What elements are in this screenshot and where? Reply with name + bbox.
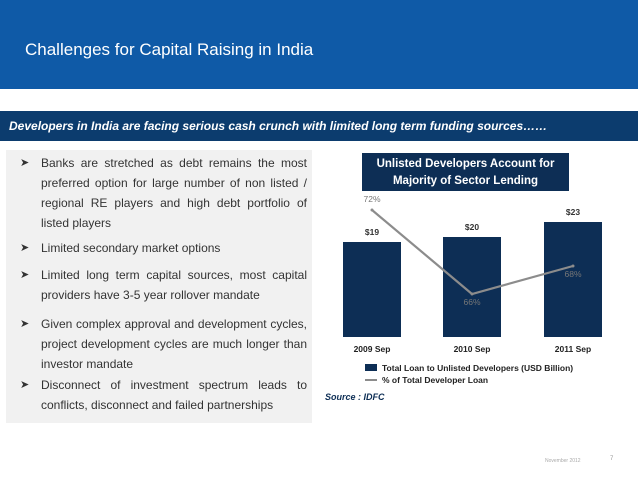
line-point-0 <box>370 208 374 212</box>
bullet-text: Banks are stretched as debt remains the … <box>41 156 307 230</box>
bullet-text: Disconnect of investment spectrum leads … <box>41 378 307 412</box>
legend-label-line: % of Total Developer Loan <box>382 375 488 385</box>
bar-1 <box>443 237 501 337</box>
bullet-text: Given complex approval and development c… <box>41 317 307 371</box>
x-tick-label-1: 2010 Sep <box>454 344 491 354</box>
line-label-2: 68% <box>564 269 581 279</box>
bar-label-0: $19 <box>365 227 379 237</box>
page-title: Challenges for Capital Raising in India <box>25 40 314 59</box>
bar-label-2: $23 <box>566 207 580 217</box>
bullet-panel: ➤ Banks are stretched as debt remains th… <box>6 150 312 423</box>
arrow-bullet-icon: ➤ <box>20 269 30 281</box>
arrow-bullet-icon: ➤ <box>20 242 30 254</box>
header-bar: Challenges for Capital Raising in India <box>0 0 638 89</box>
bar-0 <box>343 242 401 337</box>
legend-label-bar: Total Loan to Unlisted Developers (USD B… <box>382 363 573 373</box>
arrow-bullet-icon: ➤ <box>20 379 30 391</box>
line-point-1 <box>470 292 474 296</box>
footer-date: November 2012 <box>545 458 581 464</box>
headline-banner: Developers in India are facing serious c… <box>0 111 638 141</box>
arrow-bullet-icon: ➤ <box>20 157 30 169</box>
source-note: Source : IDFC <box>325 392 385 402</box>
bullet-text: Limited long term capital sources, most … <box>41 268 307 302</box>
bar-2 <box>544 222 602 337</box>
bar-label-1: $20 <box>465 222 479 232</box>
chart-title: Unlisted Developers Account for Majority… <box>362 153 569 191</box>
x-tick-label-0: 2009 Sep <box>354 344 391 354</box>
page-number: 7 <box>610 456 614 462</box>
line-point-2 <box>571 264 575 268</box>
loan-chart: $19 2009 Sep $20 2010 Sep $23 2011 Sep 72% 66% 6… <box>343 194 602 385</box>
bullet-text: Limited secondary market options <box>41 241 221 255</box>
arrow-bullet-icon: ➤ <box>20 318 30 330</box>
headline-text: Developers in India are facing serious c… <box>9 119 548 133</box>
line-label-1: 66% <box>463 297 480 307</box>
x-tick-label-2: 2011 Sep <box>555 344 591 354</box>
line-label-0: 72% <box>363 194 380 204</box>
legend-swatch-bar <box>365 364 377 371</box>
